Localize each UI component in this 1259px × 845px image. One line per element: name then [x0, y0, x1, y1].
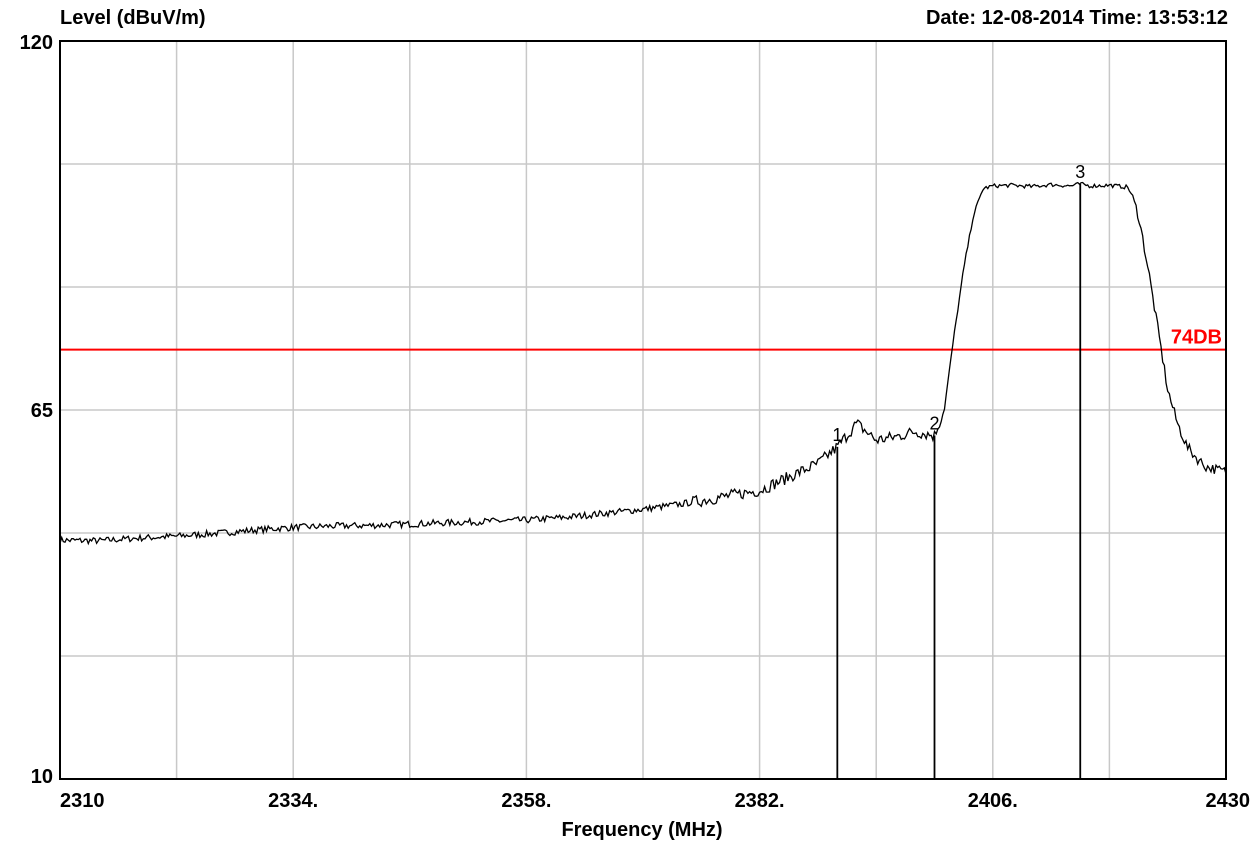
y-tick-label: 65 — [31, 400, 53, 422]
plot-border — [59, 40, 1227, 780]
y-axis-title: Level (dBuV/m) — [60, 7, 206, 29]
limit-line-label: 74DB — [1171, 327, 1222, 349]
marker-label-3: 3 — [1075, 162, 1085, 182]
markers-group: 1 2 3 — [832, 162, 1085, 779]
x-axis-title: Frequency (MHz) — [561, 819, 722, 841]
x-tick-label: 2406. — [968, 790, 1018, 812]
trace-group — [59, 181, 1227, 546]
x-tick-label: 2430 — [1206, 790, 1251, 812]
marker-label-1: 1 — [832, 425, 842, 445]
x-tick-label: 2334. — [268, 790, 318, 812]
x-tick-label: 2310 — [60, 790, 105, 812]
date-time: Date: 12-08-2014 Time: 13:53:12 — [926, 7, 1228, 29]
marker-label-2: 2 — [929, 413, 939, 433]
x-tick-label: 2358. — [501, 790, 551, 812]
x-tick-label: 2382. — [735, 790, 785, 812]
y-tick-label: 10 — [31, 766, 53, 788]
x-tick-labels: 2310 2334. 2358. 2382. 2406. 2430 — [60, 790, 1250, 812]
y-tick-label: 120 — [20, 32, 53, 54]
limit-line-group: 74DB — [60, 327, 1226, 351]
spectrum-trace — [59, 181, 1227, 546]
y-tick-labels: 10 65 120 — [20, 32, 53, 788]
